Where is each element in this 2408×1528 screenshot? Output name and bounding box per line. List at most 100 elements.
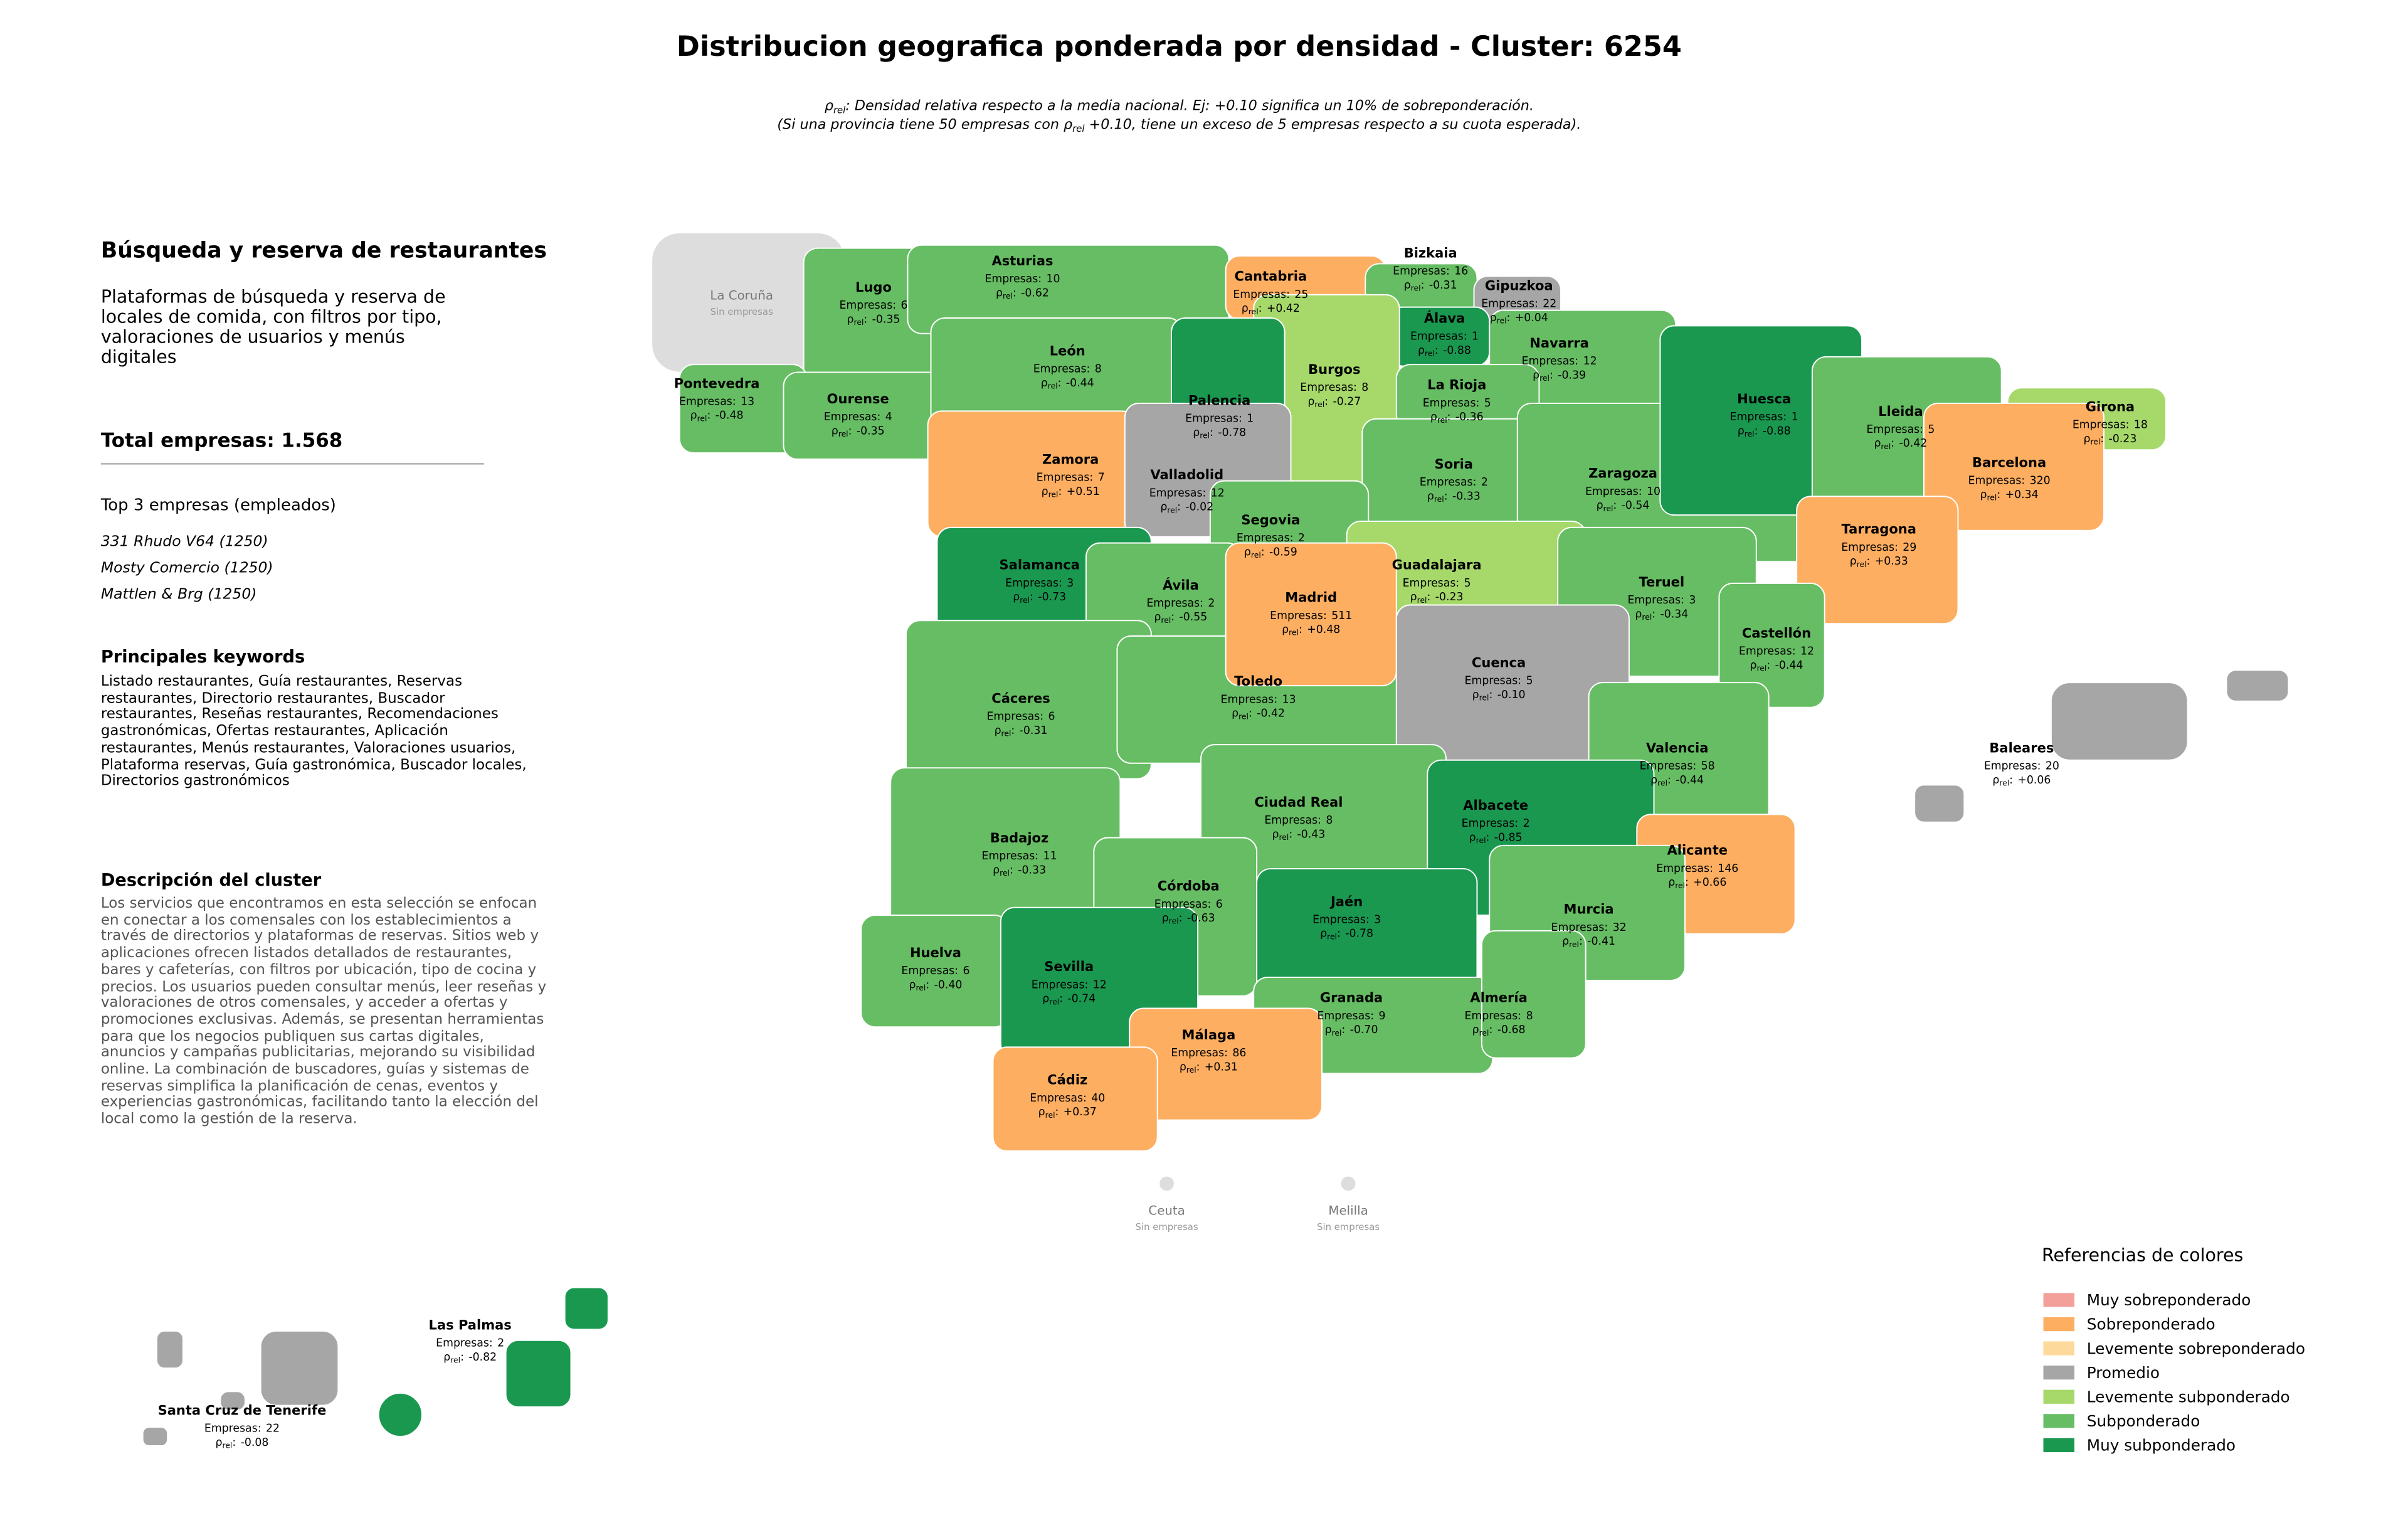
rho-label: ρrel: -0.08 bbox=[216, 1436, 269, 1450]
rho-label: ρrel: -0.78 bbox=[1193, 427, 1246, 440]
subtitle-text: : Densidad relativa respecto a la media … bbox=[845, 98, 1534, 114]
province-name: Almería bbox=[1470, 990, 1527, 1005]
empresas-prefix: Empresas: bbox=[1968, 475, 2025, 487]
rho-value: -0.27 bbox=[1333, 395, 1361, 408]
rho-sub: rel bbox=[1497, 317, 1507, 326]
rho-sub: rel bbox=[1045, 1111, 1055, 1120]
rho-sub: rel bbox=[1332, 1029, 1342, 1037]
empresas-value: 2 bbox=[1298, 532, 1305, 544]
rho-colon: : bbox=[460, 1351, 464, 1364]
empresas-label: Empresas: 6 bbox=[1154, 898, 1223, 911]
rho-label: ρrel: -0.40 bbox=[909, 979, 963, 992]
rho-colon: : bbox=[1010, 864, 1013, 876]
province-name: Álava bbox=[1424, 310, 1465, 326]
rho-label: ρrel: -0.39 bbox=[1533, 369, 1586, 383]
rho-symbol: ρ bbox=[1980, 489, 1987, 501]
empresas-label: Empresas: 8 bbox=[1300, 381, 1368, 394]
empresas-label: Empresas: 5 bbox=[1423, 397, 1491, 410]
description-text: Los servicios que encontramos en esta se… bbox=[100, 894, 547, 1128]
empresas-value: 20 bbox=[2046, 760, 2059, 773]
province-name: Melilla bbox=[1328, 1203, 1368, 1218]
rho-sub: rel bbox=[1169, 917, 1179, 926]
rho-value: -0.59 bbox=[1269, 546, 1297, 558]
rho-symbol: ρ bbox=[2083, 433, 2090, 445]
rho-value: +0.51 bbox=[1067, 485, 1100, 498]
empresas-prefix: Empresas: bbox=[1465, 1010, 1522, 1022]
empresas-label: Empresas: 12 bbox=[1739, 645, 1814, 658]
province-name: Pontevedra bbox=[674, 375, 760, 391]
empresas-prefix: Empresas: bbox=[1032, 979, 1089, 991]
province bbox=[142, 1426, 169, 1446]
empresas-value: 13 bbox=[1282, 693, 1296, 706]
description-title: Descripción del cluster bbox=[100, 870, 322, 891]
province-name: Huesca bbox=[1737, 391, 1791, 406]
rho-symbol: ρ bbox=[1325, 1024, 1332, 1036]
rho-label: ρrel: -0.02 bbox=[1160, 501, 1213, 515]
province bbox=[378, 1392, 423, 1438]
empresas-prefix: Empresas: bbox=[1146, 597, 1203, 610]
province-name: Burgos bbox=[1308, 361, 1360, 377]
province-name: Huelva bbox=[910, 945, 961, 960]
empresas-prefix: Empresas: bbox=[1739, 645, 1796, 658]
rho-sub: rel bbox=[1745, 430, 1755, 438]
empresas-value: 3 bbox=[1689, 594, 1696, 607]
rho-value: -0.44 bbox=[1066, 377, 1094, 390]
province-name: Bizkaia bbox=[1404, 245, 1457, 261]
empresas-label: Empresas: 6 bbox=[839, 299, 907, 312]
rho-value: -0.44 bbox=[1775, 659, 1803, 672]
empresas-value: 6 bbox=[963, 965, 969, 977]
legend-swatch bbox=[2043, 1438, 2075, 1453]
empresas-label: Empresas: 12 bbox=[1522, 355, 1597, 368]
empresas-label: Empresas: 16 bbox=[1393, 265, 1468, 278]
empresas-label: Empresas: 7 bbox=[1037, 472, 1105, 484]
empresas-value: 6 bbox=[1216, 898, 1223, 911]
rho-sub: rel bbox=[1675, 881, 1685, 890]
rho-label: ρrel: -0.88 bbox=[1738, 425, 1791, 438]
province-name: Castellón bbox=[1742, 625, 1811, 640]
legend-swatch bbox=[2043, 1341, 2075, 1356]
rho-sub: rel bbox=[1999, 779, 2009, 788]
rho-sub: rel bbox=[1251, 551, 1261, 560]
legend-swatch bbox=[2043, 1317, 2075, 1332]
empresas-label: Empresas: 2 bbox=[1420, 476, 1488, 489]
rho-value: -0.78 bbox=[1218, 427, 1246, 439]
rho-sub: rel bbox=[1857, 560, 1867, 569]
empresas-prefix: Empresas: bbox=[985, 273, 1042, 285]
rho-label: ρrel: -0.88 bbox=[1418, 344, 1471, 358]
rho-colon: : bbox=[1447, 411, 1451, 423]
rho-sub: rel bbox=[1417, 596, 1427, 605]
empresas-prefix: Empresas: bbox=[982, 850, 1039, 862]
rho-symbol: ρ bbox=[1307, 395, 1314, 408]
empresas-label: Empresas: 3 bbox=[1627, 594, 1696, 607]
rho-sub: rel bbox=[1327, 932, 1337, 941]
rho-symbol: ρ bbox=[1533, 369, 1539, 381]
empresas-value: 25 bbox=[1294, 289, 1308, 301]
legend-title: Referencias de colores bbox=[2042, 1245, 2243, 1266]
rho-sub: rel bbox=[2090, 438, 2100, 447]
rho-colon: : bbox=[1997, 489, 2000, 501]
empresas-value: 2 bbox=[1208, 597, 1215, 610]
province bbox=[1481, 930, 1587, 1059]
rho-symbol: ρ bbox=[1472, 1024, 1479, 1036]
rho-label: ρrel: -0.33 bbox=[1427, 490, 1481, 504]
empresas-label: Empresas: 1 bbox=[1185, 413, 1254, 425]
empresas-prefix: Empresas: bbox=[1171, 1047, 1228, 1059]
province-name: Ciudad Real bbox=[1254, 794, 1343, 810]
rho-value: -0.42 bbox=[1257, 708, 1285, 720]
empresas-prefix: Empresas: bbox=[1393, 265, 1450, 278]
province-name: Gipuzkoa bbox=[1485, 277, 1553, 293]
empresas-value: 22 bbox=[266, 1423, 280, 1435]
empresas-value: 5 bbox=[1526, 675, 1533, 687]
empresas-label: Empresas: 20 bbox=[1984, 760, 2059, 773]
empresas-value: 2 bbox=[497, 1337, 504, 1350]
empresas-label: Empresas: 1 bbox=[1410, 331, 1479, 343]
rho-value: -0.39 bbox=[1558, 369, 1586, 381]
rho-sub: rel bbox=[1249, 307, 1259, 316]
rho-value: -0.74 bbox=[1067, 993, 1096, 1005]
empresas-prefix: Empresas: bbox=[1237, 532, 1294, 544]
empresas-prefix: Empresas: bbox=[1522, 355, 1579, 368]
province bbox=[1796, 496, 1959, 625]
legend-swatch bbox=[2043, 1366, 2075, 1380]
rho-sub: rel bbox=[1657, 779, 1667, 788]
